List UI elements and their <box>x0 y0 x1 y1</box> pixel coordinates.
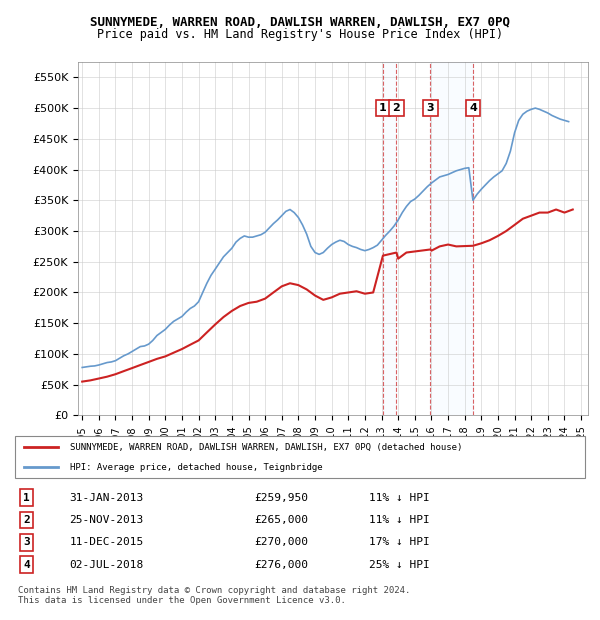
Text: Price paid vs. HM Land Registry's House Price Index (HPI): Price paid vs. HM Land Registry's House … <box>97 28 503 41</box>
Text: 02-JUL-2018: 02-JUL-2018 <box>70 559 144 570</box>
Text: 11% ↓ HPI: 11% ↓ HPI <box>369 515 430 525</box>
Text: HPI: Average price, detached house, Teignbridge: HPI: Average price, detached house, Teig… <box>70 463 322 472</box>
Text: 11-DEC-2015: 11-DEC-2015 <box>70 537 144 547</box>
Bar <box>383 62 397 415</box>
Text: £276,000: £276,000 <box>254 559 308 570</box>
Text: 4: 4 <box>469 103 477 113</box>
Text: SUNNYMEDE, WARREN ROAD, DAWLISH WARREN, DAWLISH, EX7 0PQ: SUNNYMEDE, WARREN ROAD, DAWLISH WARREN, … <box>90 16 510 29</box>
Text: 17% ↓ HPI: 17% ↓ HPI <box>369 537 430 547</box>
Text: 25-NOV-2013: 25-NOV-2013 <box>70 515 144 525</box>
Text: SUNNYMEDE, WARREN ROAD, DAWLISH WARREN, DAWLISH, EX7 0PQ (detached house): SUNNYMEDE, WARREN ROAD, DAWLISH WARREN, … <box>70 443 462 451</box>
Bar <box>430 62 473 415</box>
Text: £259,950: £259,950 <box>254 492 308 503</box>
Text: £270,000: £270,000 <box>254 537 308 547</box>
FancyBboxPatch shape <box>15 436 585 478</box>
Text: 1: 1 <box>23 492 30 503</box>
Text: 31-JAN-2013: 31-JAN-2013 <box>70 492 144 503</box>
Text: 25% ↓ HPI: 25% ↓ HPI <box>369 559 430 570</box>
Text: 2: 2 <box>23 515 30 525</box>
Text: 2: 2 <box>392 103 400 113</box>
Text: 3: 3 <box>427 103 434 113</box>
Text: 1: 1 <box>379 103 387 113</box>
Text: Contains HM Land Registry data © Crown copyright and database right 2024.
This d: Contains HM Land Registry data © Crown c… <box>18 586 410 605</box>
Text: 11% ↓ HPI: 11% ↓ HPI <box>369 492 430 503</box>
Text: 4: 4 <box>23 559 30 570</box>
Text: 3: 3 <box>23 537 30 547</box>
Text: £265,000: £265,000 <box>254 515 308 525</box>
